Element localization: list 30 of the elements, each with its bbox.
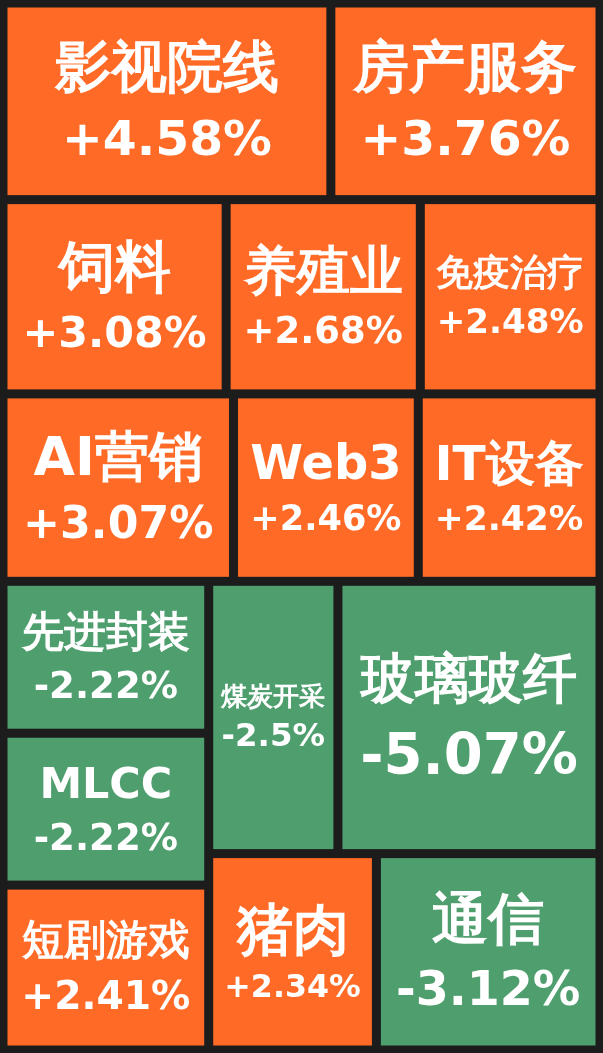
tile-name: 先进封装 (21, 606, 190, 656)
tile-name: 猪肉 (236, 897, 349, 963)
tile-value: +2.68% (243, 308, 403, 352)
tile-value: -2.22% (33, 663, 178, 707)
tile-name: 影视院线 (54, 34, 279, 100)
tile-value: +2.48% (436, 301, 584, 341)
tile-value: +2.42% (434, 498, 584, 538)
tile-value: -2.22% (33, 816, 178, 860)
tile-value: +2.34% (224, 967, 361, 1004)
tile-value: +3.76% (360, 109, 571, 167)
tile-value: -3.12% (395, 960, 581, 1016)
tile-value: +4.58% (61, 110, 272, 168)
tile-value: +2.41% (21, 973, 191, 1019)
tile-value: +2.46% (250, 496, 402, 538)
tile-value: +3.08% (22, 307, 207, 357)
tile-name: 饲料 (58, 233, 171, 299)
tile-name: 煤炭开采 (221, 680, 326, 711)
tile-value: +3.07% (23, 496, 214, 548)
tile-name: IT设备 (434, 435, 584, 492)
tile-name: 通信 (432, 885, 545, 951)
tile-value: -2.5% (221, 715, 325, 754)
tile-name: Web3 (250, 435, 402, 491)
tile-name: 短剧游戏 (21, 915, 190, 965)
tile-name: 房产服务 (353, 34, 578, 100)
tile-name: 养殖业 (243, 240, 403, 303)
tile-name: 玻璃玻纤 (360, 645, 577, 710)
tile-name: MLCC (39, 757, 173, 808)
tile-name: AI营销 (33, 424, 203, 488)
tile-value: -5.07% (360, 721, 578, 787)
tile-name: 免疫治疗 (436, 251, 585, 295)
